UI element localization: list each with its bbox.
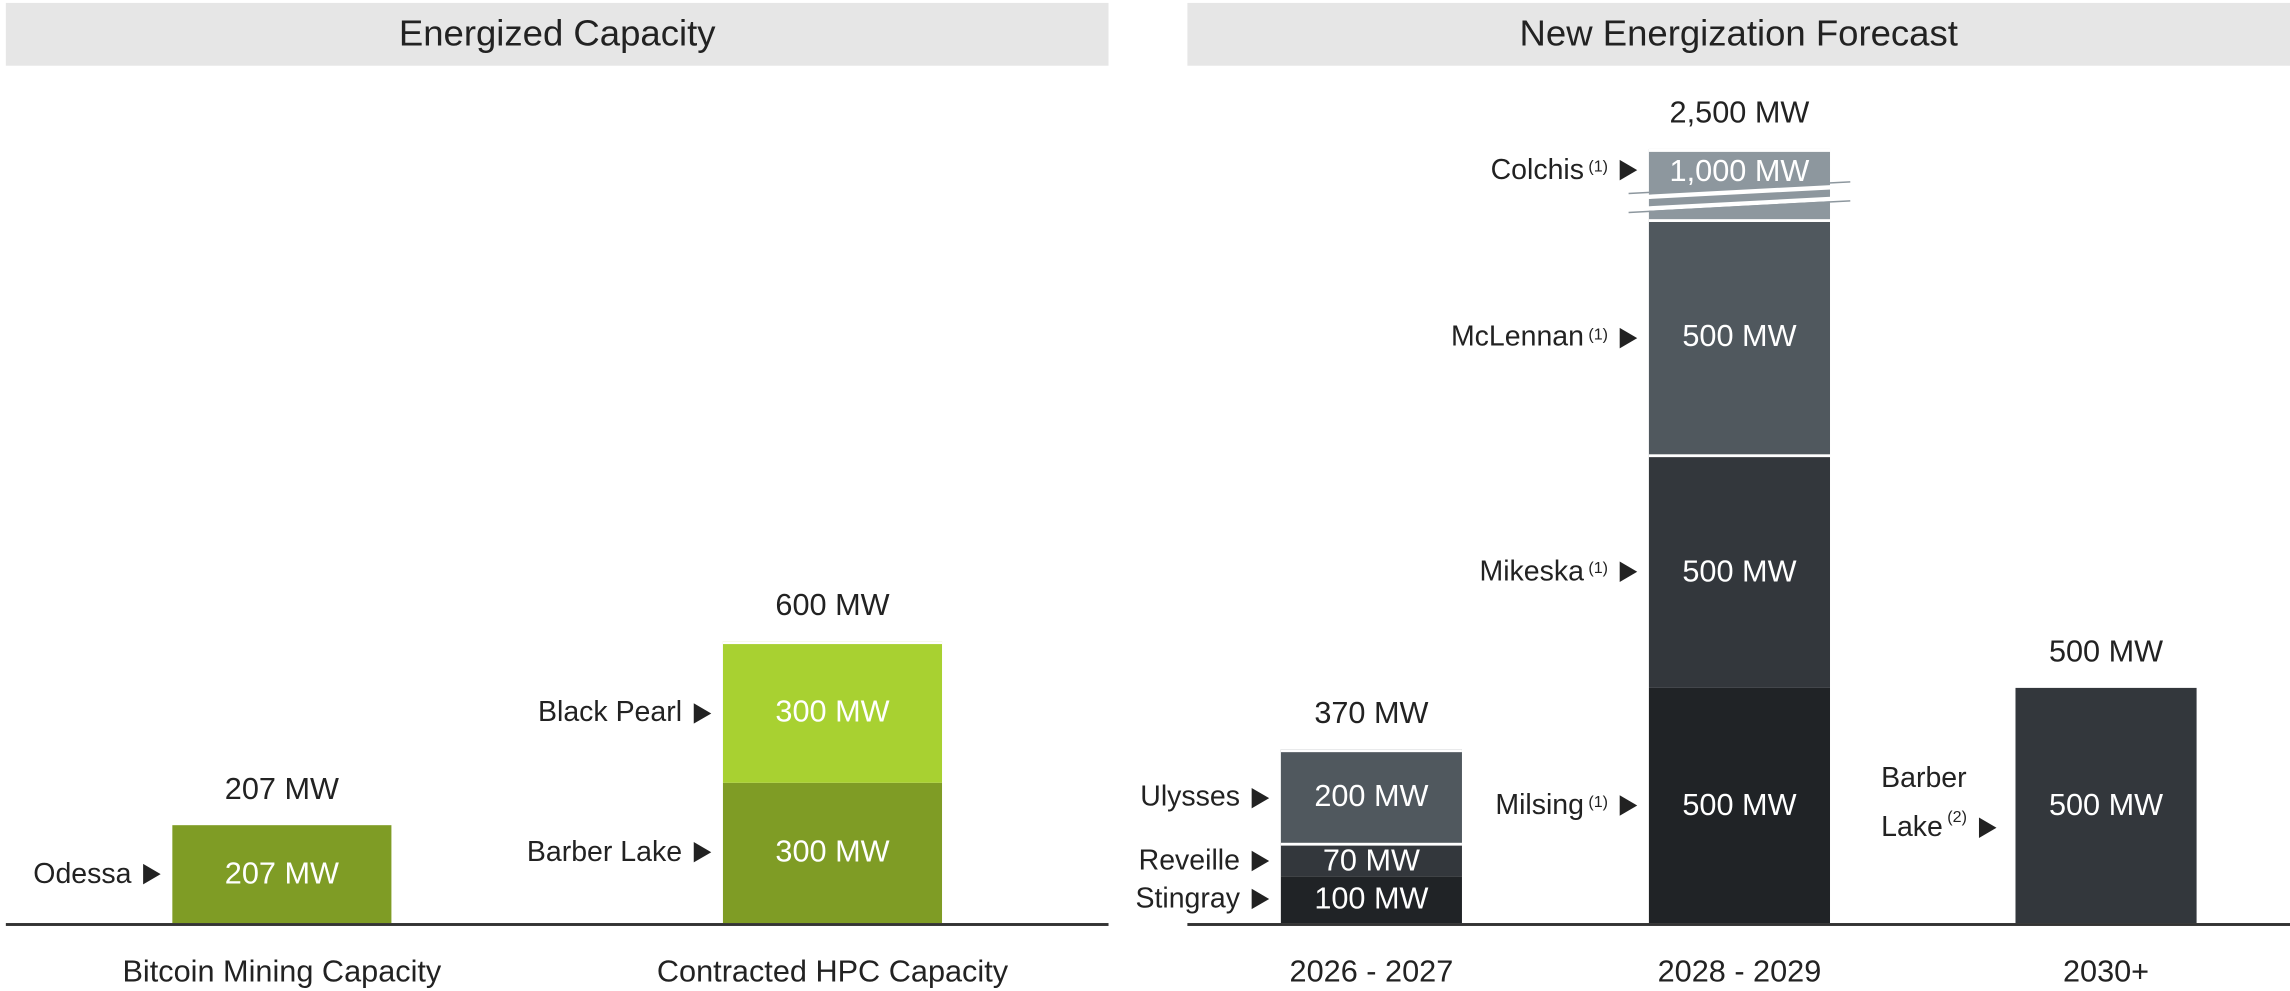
- bar-segment: 500 MW: [2015, 688, 2197, 924]
- x-tick-label: Bitcoin Mining Capacity: [122, 955, 442, 989]
- value-label: 200 MW: [1314, 780, 1429, 814]
- value-label: 100 MW: [1314, 882, 1429, 916]
- segment-name: Barber Lake: [526, 835, 683, 868]
- segment-label: Barber Lake (2): [1881, 757, 2005, 848]
- arrow-icon: [693, 702, 712, 724]
- value-label: 300 MW: [775, 695, 890, 730]
- bar-segment: 207 MW: [172, 825, 392, 924]
- total-label: 207 MW: [224, 773, 339, 807]
- bar-segment: 300 MW: [722, 641, 943, 783]
- bar-segment: 100 MW: [1280, 876, 1462, 924]
- value-label: 300 MW: [775, 835, 890, 869]
- x-tick-label: 2028 - 2029: [1657, 955, 1822, 989]
- bar-segment: 500 MW: [1648, 688, 1831, 924]
- x-tick-label: 2026 - 2027: [1289, 955, 1454, 989]
- baseline: [1187, 923, 2290, 926]
- bar-segment: 500 MW: [1648, 218, 1831, 454]
- segment-name: Ulysses: [1140, 780, 1240, 814]
- total-label: 500 MW: [2048, 635, 2164, 670]
- segment-label: Milsing (1): [1495, 788, 1638, 823]
- arrow-icon: [143, 864, 161, 885]
- total-label: 370 MW: [1314, 696, 1429, 731]
- value-label: 207 MW: [224, 856, 339, 891]
- segment-label: McLennan (1): [1450, 320, 1638, 355]
- segment-name: Odessa: [33, 857, 132, 890]
- value-label: 500 MW: [1682, 788, 1797, 822]
- value-label: 500 MW: [1682, 320, 1797, 354]
- arrow-icon: [1251, 889, 1270, 910]
- baseline: [5, 923, 1109, 926]
- panel-title: Energized Capacity: [5, 2, 1109, 66]
- footnote-mark: (2): [1947, 808, 1967, 826]
- segment-label: Reveille: [1139, 844, 1270, 878]
- footnote-mark: (1): [1588, 560, 1609, 579]
- footnote-mark: (1): [1588, 325, 1609, 344]
- arrow-icon: [1251, 850, 1270, 872]
- bar-segment: 300 MW: [722, 782, 943, 924]
- arrow-icon: [1619, 160, 1638, 181]
- value-label: 500 MW: [1682, 554, 1797, 589]
- panel-title: New Energization Forecast: [1187, 2, 2290, 66]
- bar-segment: 70 MW: [1280, 843, 1462, 878]
- footnote-mark: (1): [1588, 793, 1609, 812]
- segment-name: Black Pearl: [538, 696, 683, 729]
- segment-name: Barber Lake: [1881, 761, 1967, 843]
- bar-segment: 500 MW: [1648, 453, 1831, 689]
- value-label: 500 MW: [2048, 788, 2164, 822]
- bar-segment: 200 MW: [1280, 749, 1462, 844]
- footnote-mark: (1): [1588, 158, 1609, 177]
- segment-label: Odessa: [33, 857, 161, 892]
- segment-label: Colchis (1): [1491, 154, 1638, 188]
- arrow-icon: [1619, 327, 1638, 348]
- arrow-icon: [693, 842, 712, 863]
- value-label: 1,000 MW: [1669, 154, 1810, 189]
- segment-name: Milsing: [1495, 788, 1584, 821]
- segment-name: McLennan: [1450, 320, 1584, 353]
- total-label: 2,500 MW: [1669, 96, 1810, 130]
- arrow-icon: [1978, 817, 1997, 838]
- segment-label: Stingray: [1135, 882, 1270, 917]
- segment-name: Stingray: [1135, 882, 1240, 915]
- segment-label: Mikeska (1): [1480, 556, 1638, 590]
- segment-name: Colchis: [1490, 153, 1584, 186]
- value-label: 70 MW: [1322, 843, 1420, 878]
- arrow-icon: [1251, 787, 1270, 808]
- arrow-icon: [1619, 562, 1638, 583]
- segment-label: Black Pearl: [538, 696, 712, 730]
- segment-label: Ulysses: [1140, 780, 1270, 815]
- arrow-icon: [1619, 795, 1638, 816]
- total-label: 600 MW: [775, 588, 890, 623]
- segment-name: Reveille: [1138, 844, 1240, 877]
- x-tick-label: 2030+: [2062, 955, 2150, 989]
- x-tick-label: Contracted HPC Capacity: [656, 955, 1009, 989]
- segment-label: Barber Lake: [526, 835, 712, 870]
- segment-name: Mikeska: [1479, 555, 1584, 588]
